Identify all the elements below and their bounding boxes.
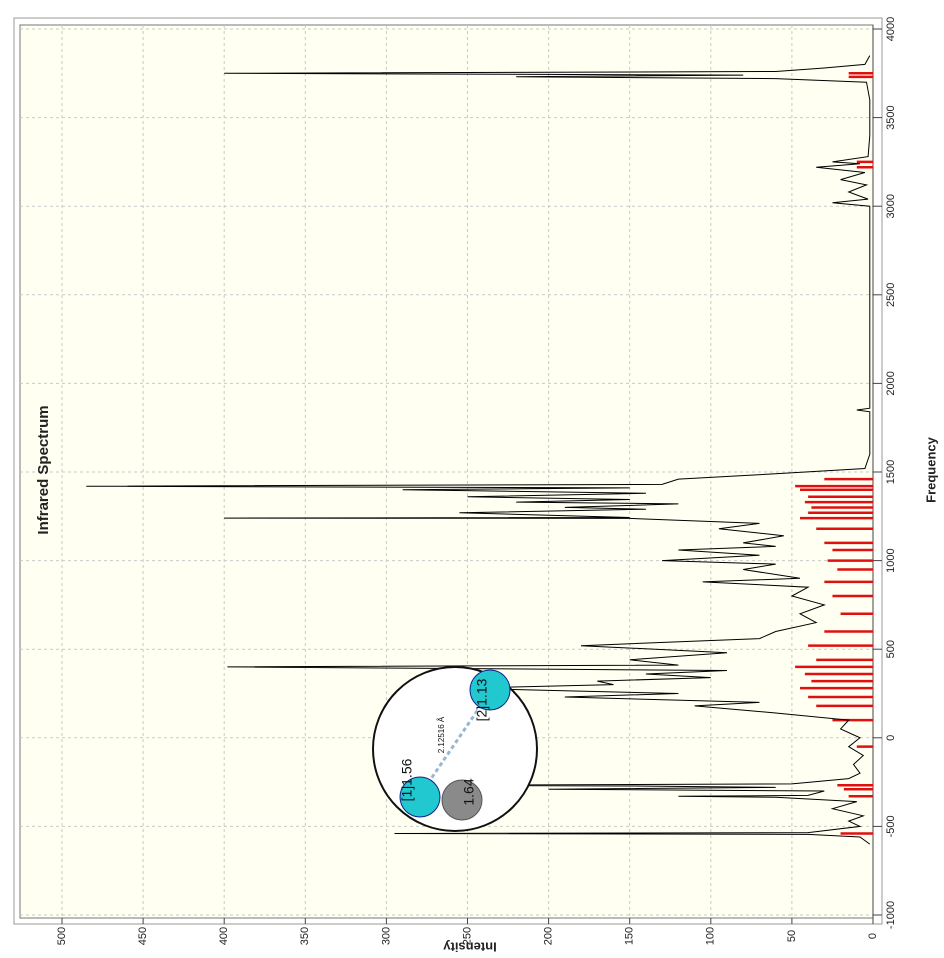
x-axis-label: Frequency: [923, 436, 938, 503]
x-tick-label: -500: [885, 815, 897, 837]
y-tick-label: 200: [543, 927, 555, 945]
x-tick-label: 1000: [885, 548, 897, 572]
y-axis-label: Intensity: [443, 940, 497, 955]
y-tick-label: 100: [705, 927, 717, 945]
x-tick-label: 3500: [885, 105, 897, 129]
inset-label: [2]1.13: [474, 678, 490, 721]
y-tick-label: 450: [137, 927, 149, 945]
y-tick-label: 150: [624, 927, 636, 945]
inset-label: 2.12516 Å: [437, 716, 446, 753]
x-tick-label: 2500: [885, 283, 897, 307]
x-tick-label: -1000: [885, 901, 897, 929]
y-tick-label: 50: [786, 930, 798, 942]
chart: -1000-5000500100015002000250030003500400…: [0, 0, 944, 958]
y-tick-label: 0: [867, 933, 879, 939]
inset: [1]1.56 1.64 [2]1.13 2.12516 Å: [373, 667, 537, 831]
x-tick-label: 3000: [885, 194, 897, 218]
x-tick-label: 4000: [885, 17, 897, 41]
y-tick-label: 300: [380, 927, 392, 945]
x-tick-label: 0: [885, 735, 897, 741]
inset-label: [1]1.56: [399, 758, 415, 801]
chart-title: Infrared Spectrum: [35, 405, 52, 534]
x-tick-label: 1500: [885, 460, 897, 484]
y-tick-label: 350: [299, 927, 311, 945]
inset-label: 1.64: [461, 778, 477, 805]
y-tick-label: 500: [56, 927, 68, 945]
x-tick-label: 2000: [885, 371, 897, 395]
x-tick-label: 500: [885, 640, 897, 658]
y-tick-label: 400: [218, 927, 230, 945]
